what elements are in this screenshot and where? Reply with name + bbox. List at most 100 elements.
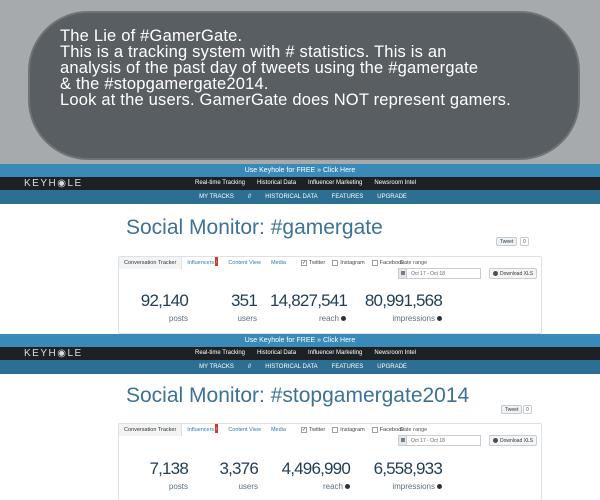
nav-newsroom-intel[interactable]: Newsroom Intel [374, 350, 417, 356]
download-label: Download XLS [500, 437, 534, 444]
checkbox-checked-icon: ✓ [301, 260, 307, 266]
stat-impressions: 80,991,568 impressions [360, 291, 443, 324]
facebook-checkbox[interactable]: Facebook [371, 260, 404, 266]
facebook-checkbox[interactable]: Facebook [371, 427, 404, 433]
subnav-features[interactable]: FEATURES [331, 194, 364, 200]
info-icon[interactable] [345, 484, 350, 489]
subnav-features[interactable]: FEATURES [331, 364, 364, 370]
tab-content-view[interactable]: Content View [228, 427, 261, 433]
subnav-upgrade[interactable]: UPGRADE [377, 364, 407, 370]
page-title: Social Monitor: #gamergate [126, 216, 383, 239]
social-monitor-stopgamergate2014: Use Keyhole for FREE » Click Here KEYH◉L… [0, 334, 600, 500]
tab-conversation-tracker[interactable]: Conversation Tracker [119, 257, 183, 270]
sub-nav: MY TRACKS // HISTORICAL DATA FEATURES UP… [0, 360, 600, 374]
info-icon[interactable] [437, 316, 442, 321]
nav-historical-data[interactable]: Historical Data [257, 350, 297, 356]
page-title: Social Monitor: #stopgamergate2014 [126, 384, 470, 407]
checkbox-empty-icon [332, 260, 339, 266]
nav-influencer-marketing[interactable]: Influencer Marketing [308, 180, 363, 186]
checkbox-checked-icon: ✓ [301, 427, 307, 433]
caption-closing: Look at the users. GamerGate does NOT re… [60, 91, 511, 109]
stat-value: 7,138 [149, 459, 188, 478]
date-range-label: Date range [400, 260, 428, 266]
tab-influencers[interactable]: Influencers! [182, 257, 223, 270]
twitter-checkbox[interactable]: ✓ Twitter [301, 427, 325, 433]
checkbox-label: Instagram [340, 427, 365, 433]
date-range-input[interactable]: Oct 17 - Oct 18 [398, 435, 481, 446]
stat-value: 6,558,933 [373, 459, 443, 478]
tab-conversation-tracker[interactable]: Conversation Tracker [119, 424, 183, 437]
stat-users: 351 users [220, 291, 258, 324]
stat-posts: 7,138 posts [138, 460, 188, 492]
tab-content-view[interactable]: Content View [228, 260, 261, 266]
stat-value: 80,991,568 [364, 291, 443, 310]
promo-banner[interactable]: Use Keyhole for FREE » Click Here [0, 164, 600, 177]
tweet-button[interactable]: Tweet [501, 405, 523, 414]
checkbox-label: Facebook [379, 427, 404, 433]
download-xls-button[interactable]: Download XLS [489, 268, 538, 279]
stat-label: impressions [362, 482, 442, 492]
checkbox-label: Twitter [309, 260, 326, 266]
stat-value: 4,496,990 [281, 459, 351, 478]
date-range-input[interactable]: Oct 17 - Oct 18 [398, 268, 481, 279]
stat-label-text: reach [322, 482, 343, 491]
instagram-checkbox[interactable]: Instagram [332, 427, 365, 433]
stat-label: posts [168, 314, 188, 323]
info-icon[interactable] [341, 316, 346, 321]
nav-influencer-marketing[interactable]: Influencer Marketing [308, 350, 363, 356]
tab-influencers-label: Influencers [187, 427, 215, 433]
social-monitor-gamergate: Use Keyhole for FREE » Click Here KEYH◉L… [0, 164, 600, 334]
influencers-badge: ! [215, 257, 219, 266]
tweet-count: 0 [523, 405, 532, 414]
date-range-label: Date range [400, 427, 428, 433]
info-icon[interactable] [437, 484, 442, 489]
subnav-historical-data[interactable]: HISTORICAL DATA [265, 364, 318, 370]
stat-label: reach [272, 482, 350, 492]
tweet-button[interactable]: Tweet [496, 237, 518, 246]
twitter-checkbox[interactable]: ✓ Twitter [301, 260, 325, 266]
nav-historical-data[interactable]: Historical Data [257, 180, 297, 186]
date-range-value: Oct 17 - Oct 18 [411, 437, 445, 444]
checkbox-label: Facebook [379, 260, 404, 266]
subnav-my-tracks[interactable]: MY TRACKS [199, 364, 234, 370]
tab-media[interactable]: Media [270, 427, 286, 433]
tracker-panel: Conversation Tracker Influencers! Conten… [118, 256, 542, 334]
stat-label: reach [270, 314, 346, 324]
subnav-historical-data[interactable]: HISTORICAL DATA [265, 194, 318, 200]
calendar-icon[interactable] [399, 269, 407, 278]
main-nav: KEYH◉LE Real-time Tracking Historical Da… [0, 177, 600, 190]
keyhole-logo[interactable]: KEYH◉LE [24, 178, 83, 189]
tab-influencers-label: Influencers [187, 260, 215, 266]
stat-label-text: impressions [392, 482, 435, 491]
tweet-count: 0 [520, 237, 529, 246]
caption-bubble: The Lie of #GamerGate. This is a trackin… [28, 11, 580, 160]
nav-newsroom-intel[interactable]: Newsroom Intel [374, 180, 417, 186]
caption-line: This is a tracking system with # statist… [60, 43, 447, 61]
tab-media[interactable]: Media [270, 260, 286, 266]
stat-label: impressions [360, 314, 442, 324]
subnav-my-tracks[interactable]: MY TRACKS [199, 194, 234, 200]
download-icon [493, 271, 498, 276]
stat-value: 351 [231, 291, 258, 310]
stat-value: 14,827,541 [270, 291, 348, 310]
download-label: Download XLS [500, 270, 534, 277]
download-xls-button[interactable]: Download XLS [489, 435, 538, 446]
caption-title: The Lie of #GamerGate. [60, 27, 243, 45]
checkbox-empty-icon [332, 427, 339, 433]
calendar-icon[interactable] [399, 436, 407, 445]
nav-realtime-tracking[interactable]: Real-time Tracking [195, 180, 246, 186]
stat-value: 3,376 [219, 459, 258, 478]
nav-realtime-tracking[interactable]: Real-time Tracking [195, 350, 246, 356]
keyhole-logo[interactable]: KEYH◉LE [24, 348, 83, 359]
subnav-upgrade[interactable]: UPGRADE [377, 194, 407, 200]
sub-nav: MY TRACKS // HISTORICAL DATA FEATURES UP… [0, 190, 600, 204]
stat-posts: 92,140 posts [138, 291, 189, 324]
stat-users: 3,376 users [210, 460, 258, 492]
stat-value: 92,140 [140, 291, 189, 310]
instagram-checkbox[interactable]: Instagram [332, 260, 365, 266]
checkbox-label: Instagram [340, 260, 365, 266]
stat-label: users [237, 314, 257, 323]
stat-impressions: 6,558,933 impressions [362, 459, 443, 492]
promo-banner[interactable]: Use Keyhole for FREE » Click Here [0, 334, 600, 347]
tab-influencers[interactable]: Influencers! [182, 424, 223, 437]
